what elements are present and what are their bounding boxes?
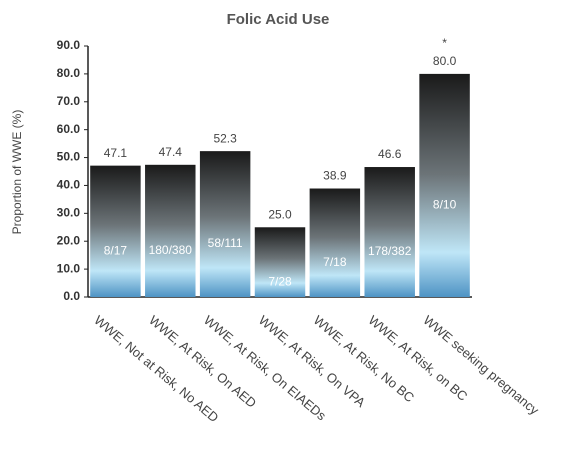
value-label: 46.6 [378, 147, 402, 161]
x-tick-label: WWE, At Risk, On VPA [256, 312, 369, 410]
y-tick-label: 70.0 [57, 94, 81, 108]
x-tick-label: WWE, At Risk, No BC [311, 312, 417, 405]
count-label: 7/18 [323, 255, 347, 269]
y-tick-label: 80.0 [57, 66, 81, 80]
bar [254, 227, 306, 297]
bar [199, 151, 251, 297]
count-label: 7/28 [268, 274, 292, 288]
chart-title: Folic Acid Use [227, 11, 330, 28]
bar [419, 73, 470, 297]
count-label: 8/17 [104, 243, 128, 257]
y-tick-label: 50.0 [57, 150, 81, 164]
x-tick-label: WWE, At Risk, On AED [146, 312, 259, 410]
bar [145, 164, 196, 297]
value-label: 47.4 [159, 145, 183, 159]
bar [364, 167, 415, 297]
x-tick-label: WWE, At Risk, on BC [366, 312, 471, 403]
count-label: 8/10 [433, 198, 457, 212]
value-label: 52.3 [213, 131, 237, 145]
y-tick-label: 60.0 [57, 122, 81, 136]
count-label: 180/380 [149, 243, 193, 257]
count-label: 178/382 [368, 244, 412, 258]
y-tick-label: 0.0 [63, 289, 80, 303]
y-tick-label: 10.0 [57, 261, 81, 275]
y-tick-label: 20.0 [57, 233, 81, 247]
count-label: 58/111 [208, 236, 243, 250]
value-label: 25.0 [268, 207, 292, 221]
y-axis-label: Proportion of WWE (%) [10, 110, 24, 235]
value-label: 47.1 [104, 146, 128, 160]
value-label: 80.0 [433, 54, 457, 68]
y-tick-label: 90.0 [57, 38, 81, 52]
annotation: * [442, 36, 447, 50]
bar [309, 188, 361, 297]
y-tick-label: 40.0 [57, 178, 81, 192]
bar [90, 165, 141, 297]
y-tick-label: 30.0 [57, 206, 81, 220]
value-label: 38.9 [323, 169, 347, 183]
